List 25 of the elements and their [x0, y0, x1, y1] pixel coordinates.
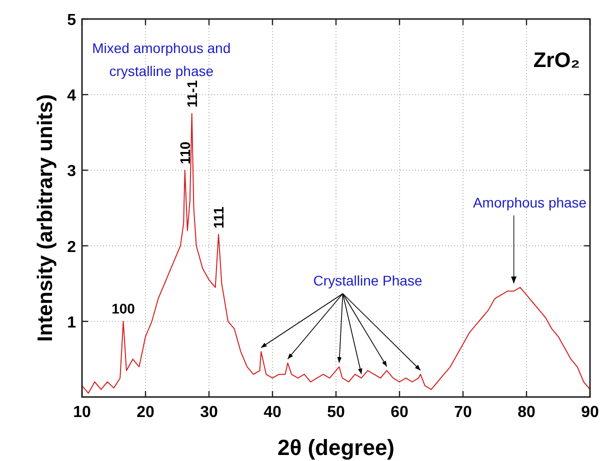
- y-tick-label: 3: [67, 163, 76, 180]
- x-tick-label: 10: [73, 404, 91, 421]
- x-tick-label: 20: [136, 404, 154, 421]
- x-tick-label: 80: [518, 404, 536, 421]
- y-axis-title: Intensity (arbitrary units): [34, 94, 57, 342]
- y-tick-label: 2: [67, 238, 76, 256]
- line-series: [82, 113, 590, 394]
- text: ZrO₂: [533, 49, 580, 72]
- x-tick-label: 40: [264, 404, 282, 421]
- x-tick-label: 60: [390, 404, 408, 421]
- annotation: 100: [112, 300, 136, 316]
- x-tick-label: 30: [200, 404, 218, 421]
- y-tick-label: 5: [67, 12, 76, 29]
- annotation: 11-1: [184, 80, 200, 108]
- annotation: 110: [176, 141, 193, 164]
- y-tick-label: 4: [67, 88, 76, 105]
- annotation: 111: [210, 206, 227, 228]
- y-tick-label: 1: [67, 314, 76, 332]
- annotation: Mixed amorphous and crystalline phase: [92, 40, 231, 79]
- annotation: Crystalline Phase: [313, 272, 422, 289]
- x-tick-label: 90: [581, 404, 599, 421]
- x-tick-label: 70: [454, 404, 472, 421]
- annotation: Amorphous phase: [472, 194, 587, 210]
- x-axis-title: 2θ (degree): [277, 435, 395, 460]
- x-tick-label: 50: [327, 404, 345, 421]
